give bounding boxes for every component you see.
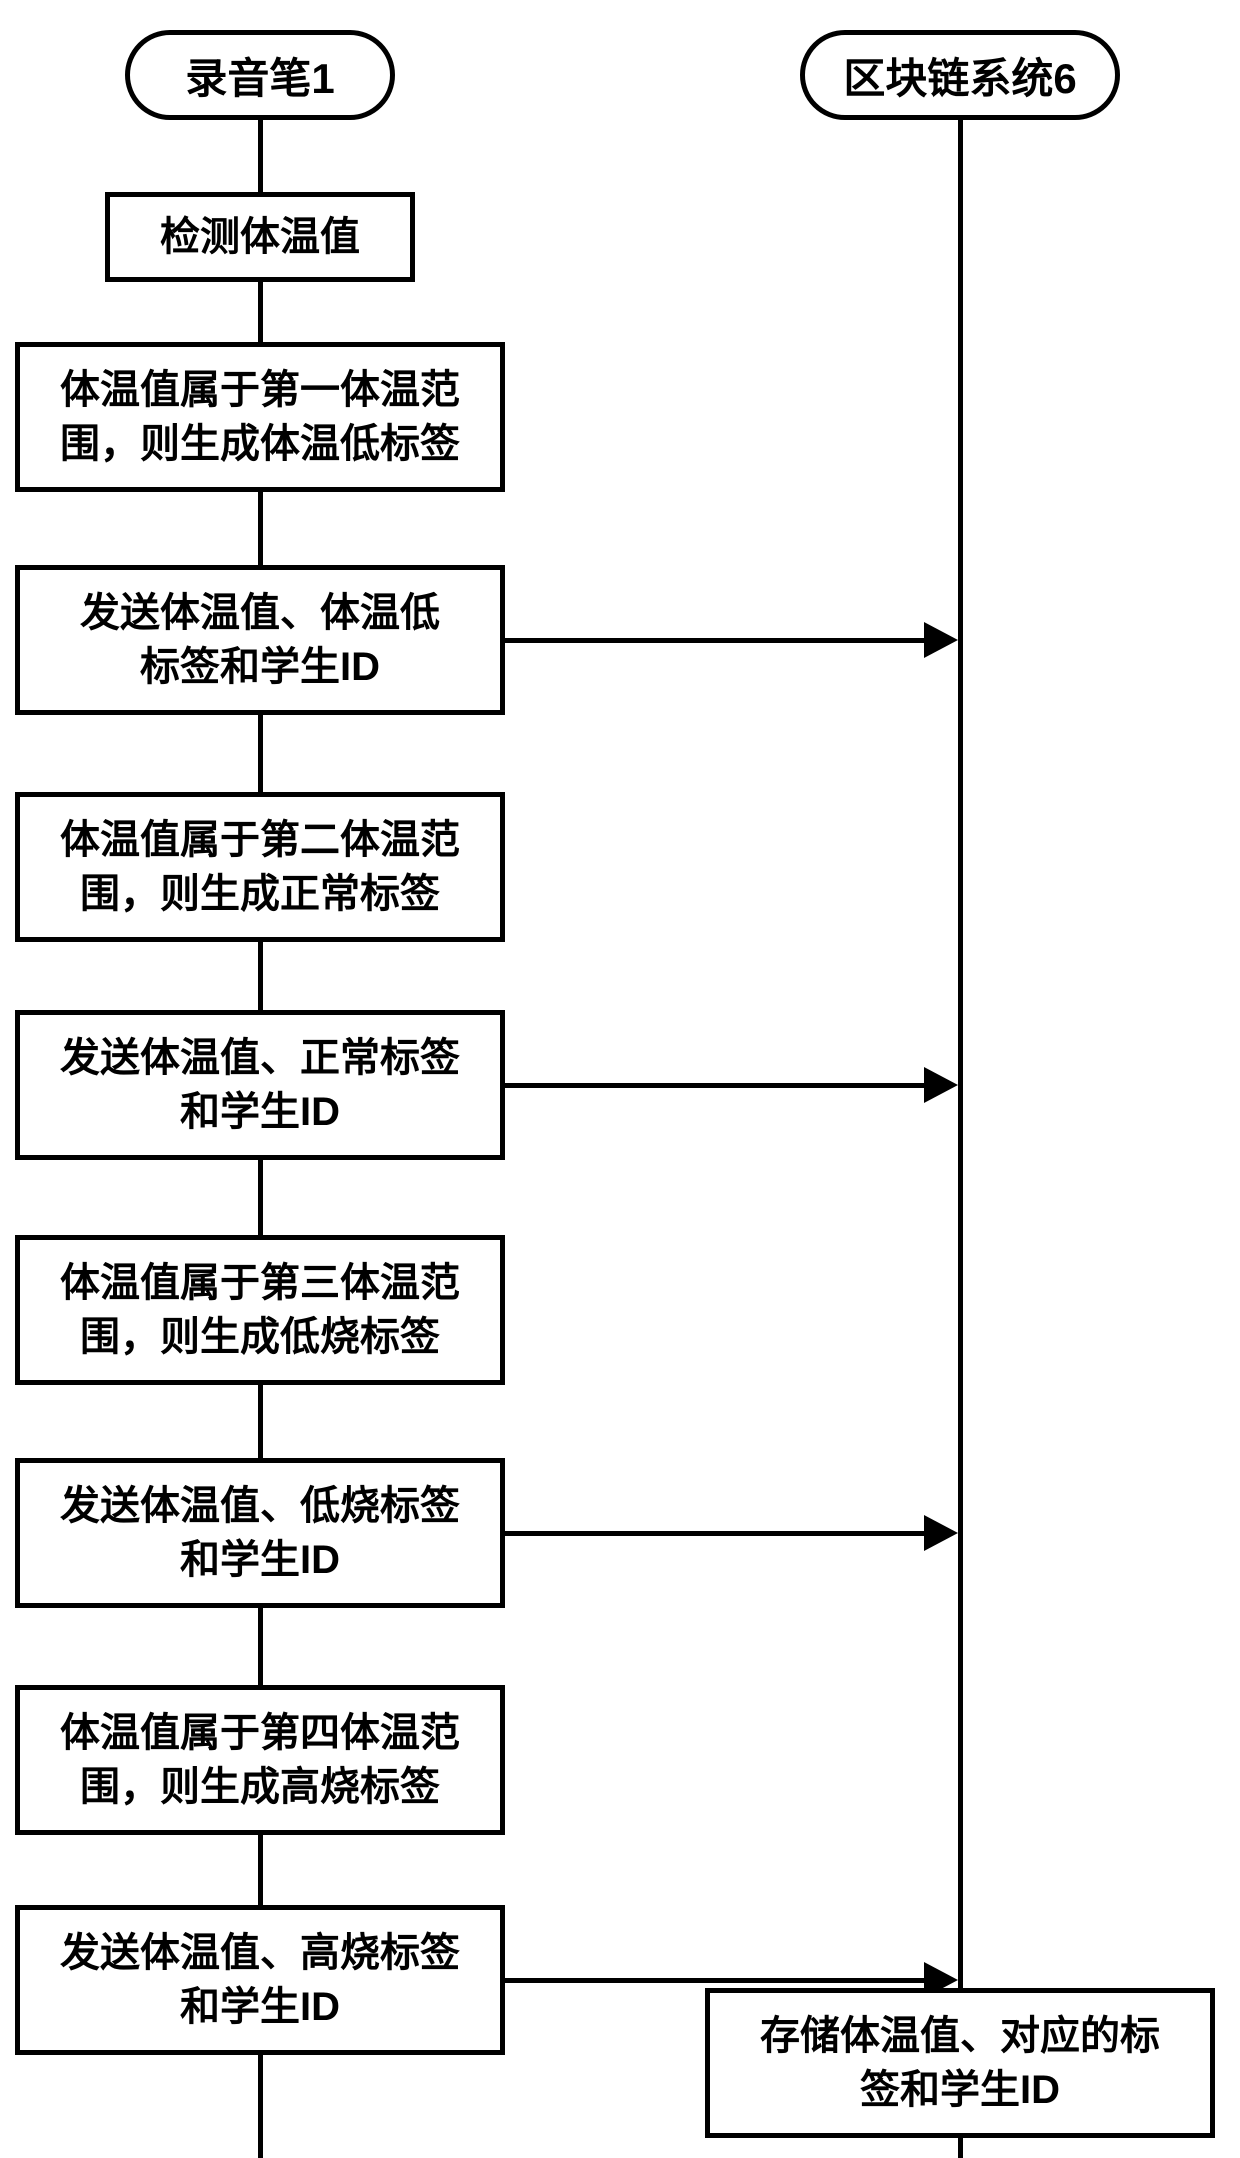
lane1-lifeline — [258, 282, 263, 342]
lane1-box-b6: 发送体温值、低烧标签和学生ID — [15, 1458, 505, 1608]
lane1-lifeline — [258, 1608, 263, 1685]
lane1-box-b2: 发送体温值、体温低标签和学生ID — [15, 565, 505, 715]
lane1-lifeline — [258, 120, 263, 192]
lane1-lifeline — [258, 1385, 263, 1458]
arrow-line — [505, 1083, 928, 1088]
lane1-header: 录音笔1 — [125, 30, 395, 120]
lane1-lifeline — [258, 492, 263, 565]
arrow-head — [924, 622, 958, 658]
lane1-box-b4: 发送体温值、正常标签和学生ID — [15, 1010, 505, 1160]
lane1-lifeline — [258, 1160, 263, 1235]
lane2-header: 区块链系统6 — [800, 30, 1120, 120]
lane1-lifeline — [258, 2055, 263, 2158]
lane1-box-b0: 检测体温值 — [105, 192, 415, 282]
lane1-box-b8: 发送体温值、高烧标签和学生ID — [15, 1905, 505, 2055]
arrow-head — [924, 1067, 958, 1103]
arrow-line — [505, 638, 928, 643]
lane1-box-b3: 体温值属于第二体温范围，则生成正常标签 — [15, 792, 505, 942]
arrow-line — [505, 1531, 928, 1536]
lane1-lifeline — [258, 942, 263, 1010]
lane1-box-b7: 体温值属于第四体温范围，则生成高烧标签 — [15, 1685, 505, 1835]
lane1-lifeline — [258, 1835, 263, 1905]
lane2-lifeline — [958, 120, 963, 1988]
lane1-box-b1: 体温值属于第一体温范围，则生成体温低标签 — [15, 342, 505, 492]
lane1-lifeline — [258, 715, 263, 792]
lane2-lifeline — [958, 2138, 963, 2158]
arrow-head — [924, 1515, 958, 1551]
lane2-box-c0: 存储体温值、对应的标签和学生ID — [705, 1988, 1215, 2138]
lane1-box-b5: 体温值属于第三体温范围，则生成低烧标签 — [15, 1235, 505, 1385]
arrow-line — [505, 1978, 928, 1983]
